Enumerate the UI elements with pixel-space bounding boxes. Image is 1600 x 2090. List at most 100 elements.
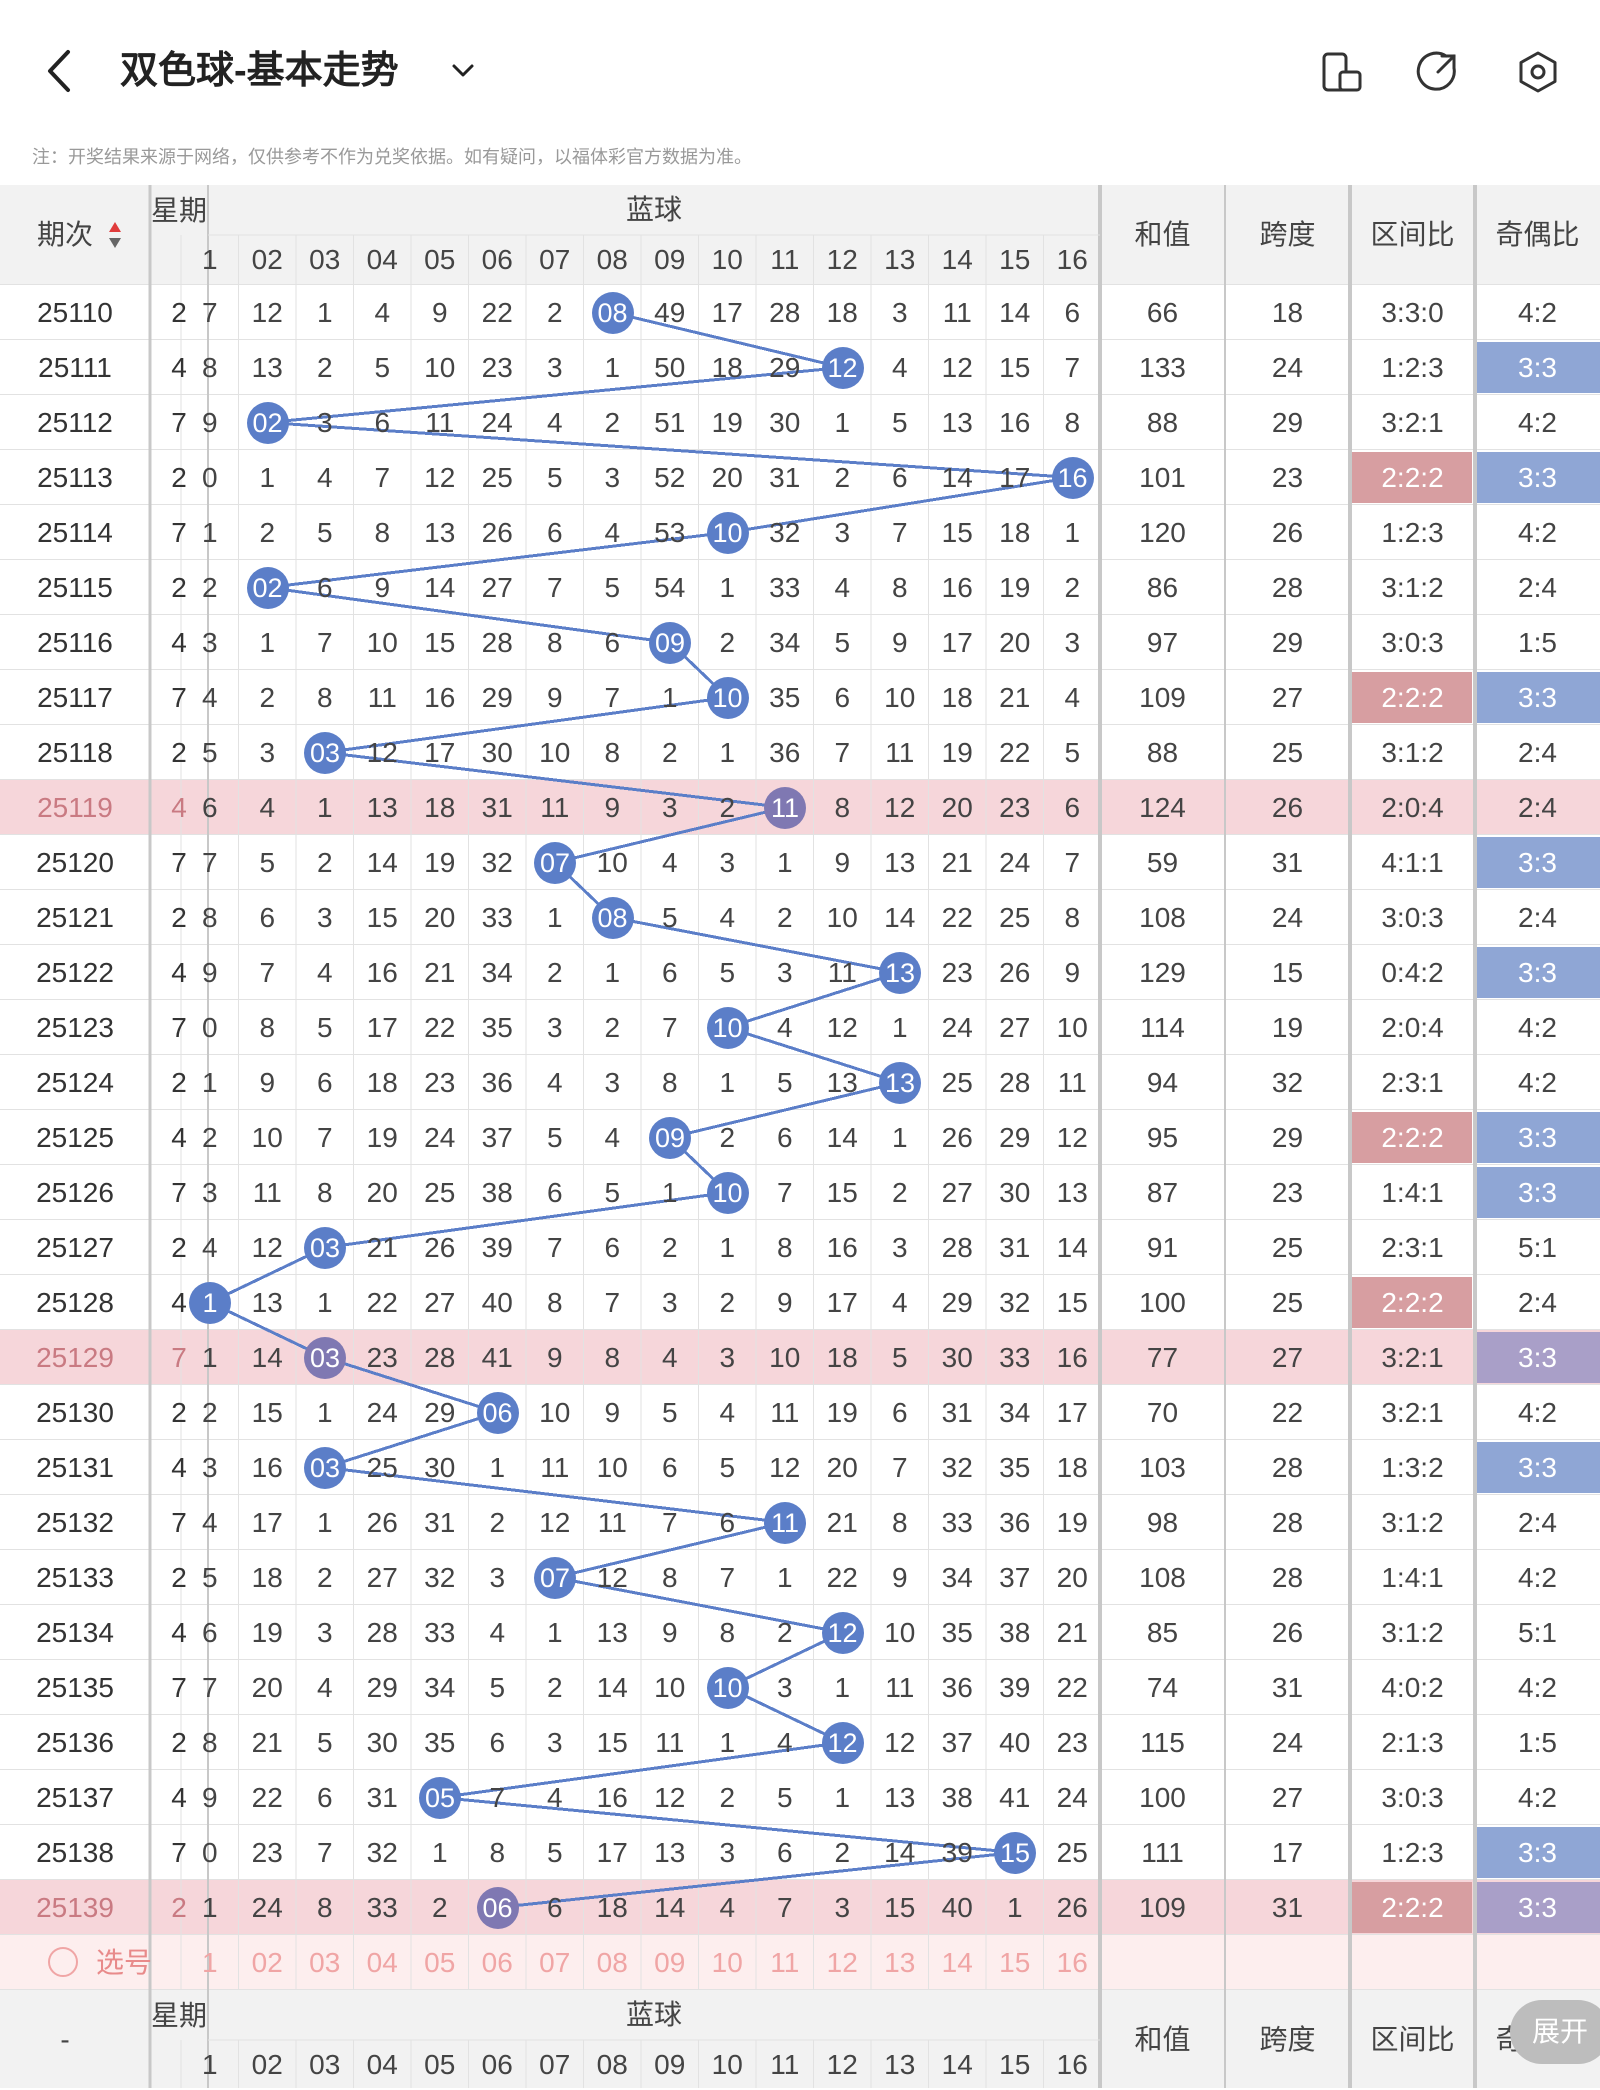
miss-count: 17 <box>711 297 743 328</box>
select-number-option[interactable]: 06 <box>481 1947 513 1978</box>
select-number-option[interactable]: 07 <box>539 1947 571 1978</box>
miss-count: 3 <box>604 1067 621 1098</box>
miss-count: 5 <box>661 1397 678 1428</box>
miss-count: 9 <box>891 1562 908 1593</box>
back-icon[interactable] <box>40 48 80 94</box>
issue-number: 25121 <box>36 902 114 933</box>
span-value: 32 <box>1271 1067 1304 1098</box>
weekday-value: 4 <box>171 1617 187 1648</box>
select-number-option[interactable]: 04 <box>366 1947 398 1978</box>
miss-count: 9 <box>546 1342 563 1373</box>
miss-count: 28 <box>366 1617 398 1648</box>
miss-count: 3 <box>719 1342 736 1373</box>
miss-count: 1 <box>661 682 678 713</box>
miss-count: 15 <box>366 902 398 933</box>
sum-value: 109 <box>1139 1892 1186 1923</box>
select-number-option[interactable]: 14 <box>941 1947 973 1978</box>
chevron-down-icon[interactable] <box>450 58 476 84</box>
miss-count: 23 <box>999 792 1031 823</box>
settings-icon[interactable] <box>1516 50 1560 94</box>
weekday-value: 2 <box>171 1397 187 1428</box>
select-number-option[interactable]: 16 <box>1056 1947 1088 1978</box>
oe-highlight-cell <box>1477 452 1600 503</box>
miss-count: 1 <box>316 1397 333 1428</box>
miss-count: 3 <box>546 1727 563 1758</box>
span-value: 31 <box>1271 1892 1304 1923</box>
miss-count: 12 <box>424 462 456 493</box>
sum-value: 124 <box>1139 792 1186 823</box>
miss-count: 7 <box>604 1287 621 1318</box>
miss-count: 9 <box>201 407 218 438</box>
miss-count: 2 <box>201 1397 218 1428</box>
miss-count: 11 <box>942 297 972 328</box>
miss-count: 8 <box>891 1507 908 1538</box>
weekday-value: 4 <box>171 1782 187 1813</box>
issue-column-header[interactable]: 期次 <box>36 219 93 250</box>
miss-count: 24 <box>999 847 1031 878</box>
blue-ball: 02 <box>246 401 289 444</box>
select-number-option[interactable]: 13 <box>884 1947 916 1978</box>
miss-count: 4 <box>201 1507 218 1538</box>
select-number-option[interactable]: 11 <box>770 1947 800 1978</box>
select-number-option[interactable]: 05 <box>424 1947 456 1978</box>
select-number-option[interactable]: 12 <box>826 1947 858 1978</box>
miss-count: 6 <box>316 1782 333 1813</box>
miss-count: 1 <box>431 1837 448 1868</box>
select-number-option[interactable]: 15 <box>999 1947 1031 1978</box>
sort-icon[interactable] <box>108 221 122 249</box>
miss-count: 11 <box>540 792 570 823</box>
trend-line-segment <box>266 586 672 644</box>
miss-count: 3 <box>316 407 333 438</box>
select-number-option[interactable]: 1 <box>201 1947 218 1978</box>
select-number-option[interactable]: 09 <box>654 1947 686 1978</box>
miss-count: 8 <box>546 1287 563 1318</box>
miss-count: 37 <box>999 1562 1031 1593</box>
expand-button[interactable]: 展开 <box>1510 2000 1600 2064</box>
miss-count: 13 <box>884 847 916 878</box>
issue-number: 25132 <box>36 1507 114 1538</box>
select-number-option[interactable]: 08 <box>596 1947 628 1978</box>
miss-count: 31 <box>769 462 801 493</box>
miss-count: 3 <box>834 517 851 548</box>
span-value: 28 <box>1271 1507 1304 1538</box>
blue-ball: 1 <box>189 1281 231 1324</box>
select-number-option[interactable]: 02 <box>251 1947 283 1978</box>
span-value: 25 <box>1271 1287 1304 1318</box>
issue-number: 25136 <box>36 1727 114 1758</box>
miss-count: 5 <box>834 627 851 658</box>
weekday-value: 2 <box>171 1727 187 1758</box>
odd-even-value: 4:2 <box>1518 407 1557 438</box>
footer-number-header: 13 <box>884 2049 916 2080</box>
page-title[interactable]: 双色球-基本走势 <box>120 50 399 92</box>
footer-number-header: 05 <box>424 2049 456 2080</box>
odd-even-value: 2:4 <box>1518 572 1557 603</box>
miss-count: 4 <box>719 1397 736 1428</box>
select-number-option[interactable]: 10 <box>711 1947 743 1978</box>
zone-ratio-value: 3:1:2 <box>1381 1617 1444 1648</box>
miss-count: 30 <box>769 407 801 438</box>
share-icon[interactable] <box>1416 50 1460 94</box>
miss-count: 17 <box>999 462 1031 493</box>
sum-column-header: 和值 <box>1134 219 1191 250</box>
miss-count: 2 <box>546 1672 563 1703</box>
app-header: 双色球-基本走势 <box>0 0 1600 140</box>
sum-value: 59 <box>1146 847 1179 878</box>
issue-number: 25125 <box>36 1122 114 1153</box>
select-number-option[interactable]: 03 <box>309 1947 341 1978</box>
miss-count: 4 <box>834 572 851 603</box>
trend-line-segment <box>323 751 787 809</box>
miss-count: 8 <box>546 627 563 658</box>
number-column-header: 1 <box>201 244 218 275</box>
odd-even-value: 2:4 <box>1518 792 1557 823</box>
select-number-label[interactable]: 选号 <box>96 1947 153 1978</box>
phone-rotate-icon[interactable] <box>1320 50 1364 94</box>
miss-count: 8 <box>834 792 851 823</box>
select-radio-icon[interactable] <box>48 1947 78 1977</box>
miss-count: 21 <box>999 682 1031 713</box>
miss-count: 4 <box>489 1617 506 1648</box>
number-column-header: 04 <box>366 244 398 275</box>
miss-count: 4 <box>374 297 391 328</box>
miss-count: 5 <box>604 1177 621 1208</box>
weekday-value: 7 <box>171 1837 187 1868</box>
sum-value: 86 <box>1146 572 1179 603</box>
